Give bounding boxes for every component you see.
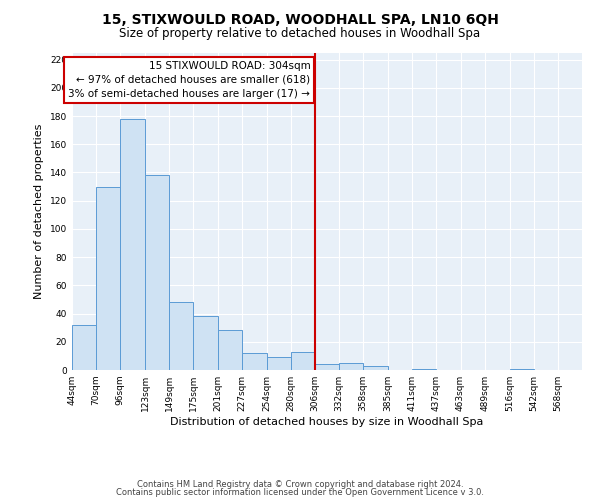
Bar: [363, 366, 388, 370]
Text: Size of property relative to detached houses in Woodhall Spa: Size of property relative to detached ho…: [119, 28, 481, 40]
Y-axis label: Number of detached properties: Number of detached properties: [34, 124, 44, 299]
Text: 15 STIXWOULD ROAD: 304sqm
← 97% of detached houses are smaller (618)
3% of semi-: 15 STIXWOULD ROAD: 304sqm ← 97% of detac…: [68, 61, 310, 99]
Text: Contains HM Land Registry data © Crown copyright and database right 2024.: Contains HM Land Registry data © Crown c…: [137, 480, 463, 489]
X-axis label: Distribution of detached houses by size in Woodhall Spa: Distribution of detached houses by size …: [170, 417, 484, 427]
Bar: [339, 363, 363, 370]
Text: Contains public sector information licensed under the Open Government Licence v : Contains public sector information licen…: [116, 488, 484, 497]
Bar: [72, 325, 96, 370]
Bar: [267, 358, 291, 370]
Bar: [169, 302, 193, 370]
Bar: [218, 330, 242, 370]
Bar: [412, 368, 436, 370]
Bar: [120, 119, 145, 370]
Bar: [145, 176, 169, 370]
Bar: [315, 364, 339, 370]
Text: 15, STIXWOULD ROAD, WOODHALL SPA, LN10 6QH: 15, STIXWOULD ROAD, WOODHALL SPA, LN10 6…: [101, 12, 499, 26]
Bar: [509, 368, 534, 370]
Bar: [291, 352, 315, 370]
Bar: [96, 186, 120, 370]
Bar: [193, 316, 218, 370]
Bar: [242, 353, 267, 370]
